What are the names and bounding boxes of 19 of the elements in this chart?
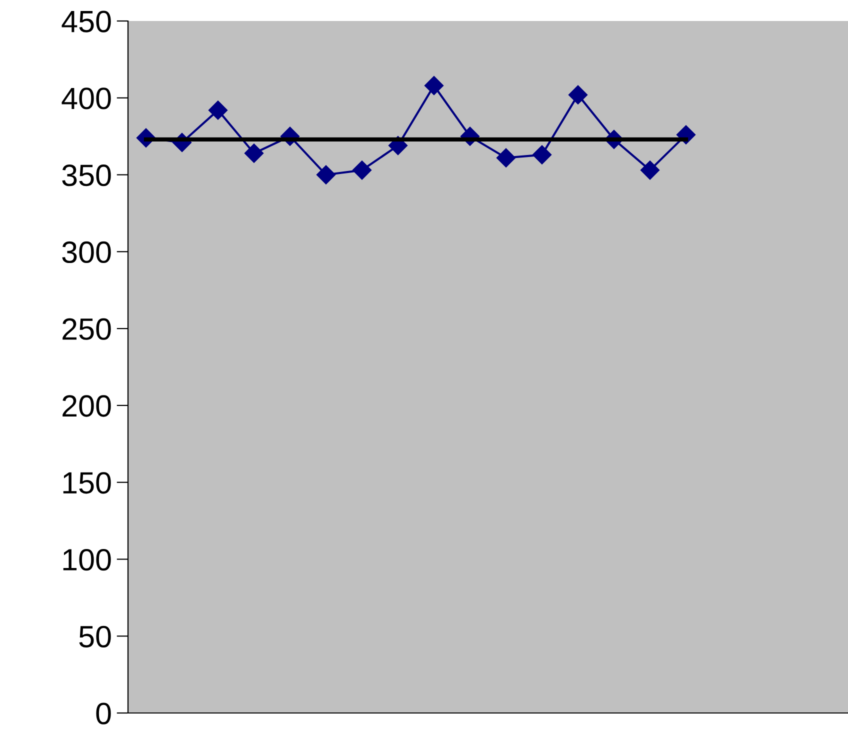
- y-tick-label: 400: [62, 88, 111, 110]
- point: [352, 160, 372, 180]
- y-tick-label: 0: [96, 702, 111, 724]
- y-tick-label: 250: [62, 318, 111, 340]
- y-tick-label: 50: [79, 626, 111, 648]
- point: [244, 144, 264, 163]
- y-tick-label: 300: [62, 241, 111, 264]
- y-tick-label: 200: [62, 395, 111, 417]
- y-tick-label: 450: [62, 10, 111, 32]
- point: [316, 165, 336, 184]
- y-tick-label: 350: [62, 164, 111, 186]
- point: [532, 145, 552, 164]
- y-tick-label: 100: [63, 548, 111, 571]
- y-tick-label: 150: [63, 472, 111, 494]
- point: [496, 148, 516, 168]
- point: [424, 76, 444, 96]
- point: [640, 160, 660, 180]
- point: [568, 85, 588, 104]
- point: [208, 100, 228, 120]
